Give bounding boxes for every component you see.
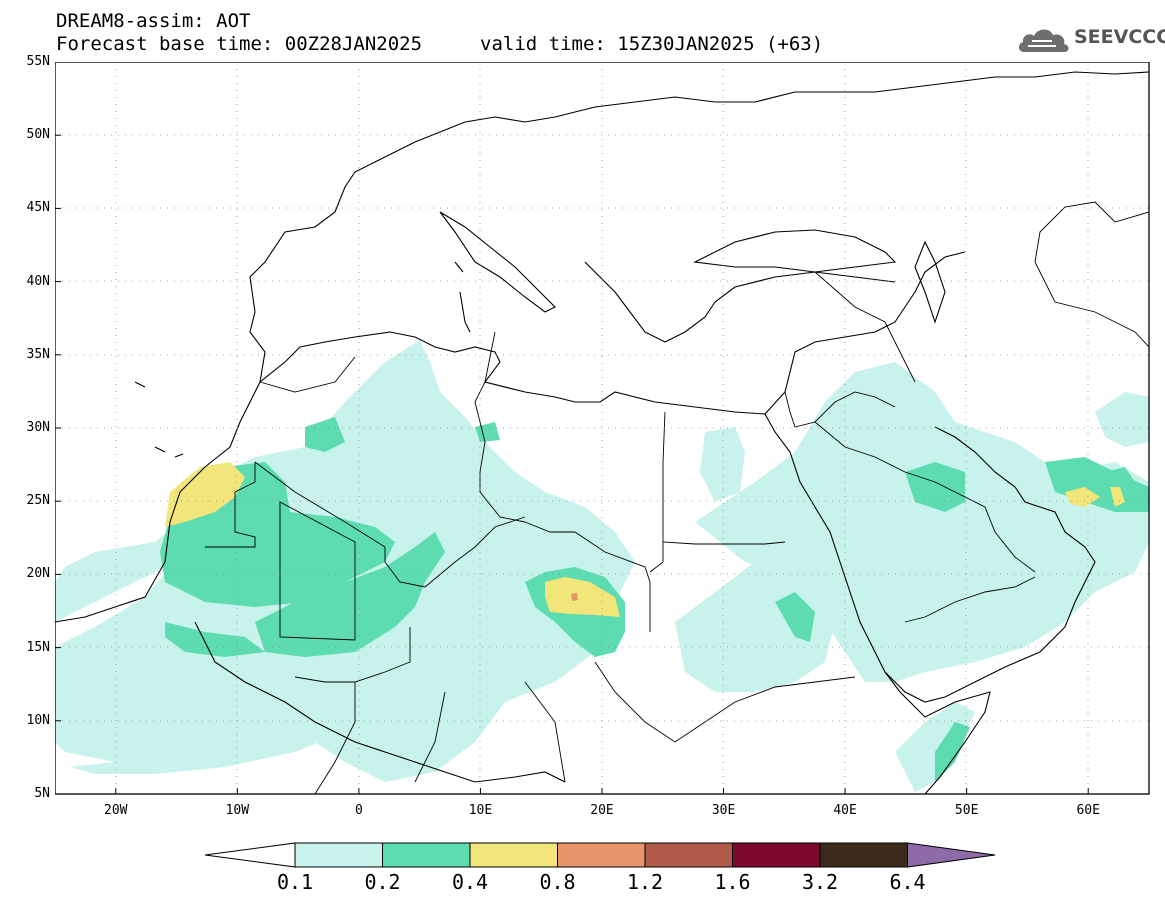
lat-label: 40N bbox=[26, 273, 50, 289]
lon-label: 0 bbox=[355, 803, 363, 818]
longitude-labels: 20W 10W 0 10E 20E 30E 40E 50E 60E bbox=[104, 803, 1100, 818]
colorbar-level-label: 0.1 bbox=[276, 870, 314, 894]
lat-label: 35N bbox=[26, 346, 50, 362]
aot-level-0.4 bbox=[165, 462, 1125, 617]
colorbar-level-label: 0.8 bbox=[539, 870, 576, 894]
base-time: Forecast base time: 00Z28JAN2025 bbox=[56, 33, 423, 55]
forecast-times: Forecast base time: 00Z28JAN2025 valid ti… bbox=[56, 33, 823, 55]
lon-label: 40E bbox=[833, 803, 856, 818]
colorbar-level-label: 0.4 bbox=[451, 870, 489, 894]
colorbar-level-label: 1.6 bbox=[714, 870, 751, 894]
colorbar-level-label: 0.2 bbox=[364, 870, 401, 894]
colorbar-box bbox=[294, 842, 383, 868]
colorbar-under-arrow bbox=[205, 842, 296, 868]
lat-label: 5N bbox=[34, 786, 50, 801]
lon-label: 20W bbox=[104, 803, 128, 818]
colorbar-level-label: 3.2 bbox=[801, 870, 839, 894]
valid-time: valid time: 15Z30JAN2025 (+63) bbox=[480, 33, 824, 55]
colorbar-box bbox=[819, 842, 908, 868]
aot-contours bbox=[55, 62, 1149, 794]
colorbar-box bbox=[907, 842, 996, 868]
lon-label: 10W bbox=[226, 803, 250, 818]
lon-label: 50E bbox=[955, 803, 978, 818]
grid-lines bbox=[55, 62, 1149, 794]
aot-map: 20W 10W 0 10E 20E 30E 40E 50E 60E bbox=[55, 62, 1150, 818]
logo-text: SEEVCCC bbox=[1074, 26, 1165, 48]
lat-label: 20N bbox=[26, 566, 50, 582]
colorbar-level-label: 1.2 bbox=[626, 870, 664, 894]
colorbar bbox=[205, 842, 996, 868]
lon-label: 30E bbox=[712, 803, 735, 818]
colorbar-box bbox=[382, 842, 471, 868]
colorbar-box bbox=[732, 842, 821, 868]
lat-label: 25N bbox=[26, 493, 50, 509]
lat-label: 10N bbox=[26, 712, 50, 728]
colorbar-box bbox=[644, 842, 733, 868]
lon-label: 60E bbox=[1076, 803, 1099, 818]
cloud-icon bbox=[1018, 29, 1069, 52]
lat-label: 15N bbox=[26, 639, 50, 655]
aot-level-0.8 bbox=[571, 593, 578, 601]
colorbar-box bbox=[557, 842, 646, 868]
lon-label: 10E bbox=[469, 803, 492, 818]
seevccc-logo: SEEVCCC bbox=[1016, 24, 1165, 56]
lat-label: 30N bbox=[26, 420, 50, 435]
lat-label: 45N bbox=[26, 200, 50, 216]
colorbar-level-label: 6.4 bbox=[889, 870, 926, 894]
country-borders bbox=[205, 201, 1149, 794]
lon-label: 20E bbox=[590, 803, 613, 818]
colorbar-box bbox=[469, 842, 558, 868]
lat-label: 55N bbox=[26, 54, 50, 69]
axis-ticks bbox=[55, 62, 1089, 795]
lat-label: 50N bbox=[26, 127, 50, 143]
map-title: DREAM8-assim: AOT bbox=[56, 10, 251, 32]
